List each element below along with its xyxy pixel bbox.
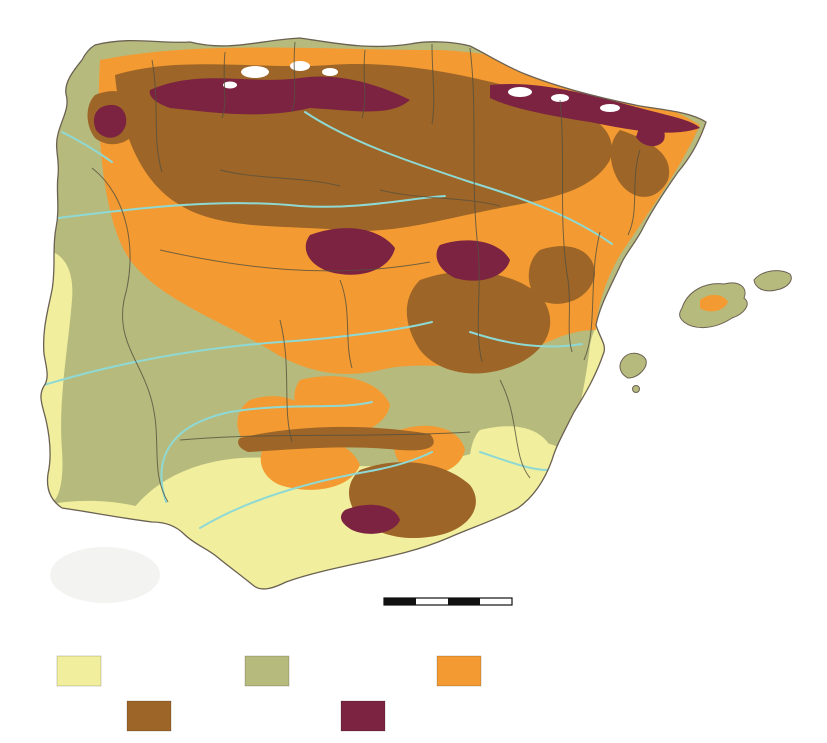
island-formentera [632,385,640,393]
legend-swatch-brown [126,700,172,732]
river-mino [61,131,113,163]
scale-bar-frame [383,597,513,606]
scale-bar-segment [480,598,512,605]
admin-boundaries [91,41,641,503]
rivers [43,111,613,529]
map-legend [56,655,482,732]
legend-swatch-maroon [340,700,386,732]
region-maroon [93,76,700,534]
legend-swatch-olive [244,655,290,687]
river-guadalquivir [199,451,433,529]
border-portugal-spain [91,167,169,503]
island-menorca [753,270,792,292]
scale-bar-segment [384,598,416,605]
legend-swatch-pale-yellow [56,655,102,687]
island-ibiza [619,352,647,379]
river-tagus [43,321,433,386]
island-mallorca-orange-patch [700,294,728,312]
island-mallorca [679,282,748,328]
scale-bar-segment [416,598,448,605]
scale-bar [383,597,513,606]
scale-bar-segment [448,598,480,605]
legend-swatch-orange [436,655,482,687]
river-duero [57,195,446,219]
scan-artifact [50,547,160,603]
river-segura [479,451,549,471]
river-guadiana [160,401,373,503]
river-ebro [304,111,613,245]
white-patches [223,61,620,112]
